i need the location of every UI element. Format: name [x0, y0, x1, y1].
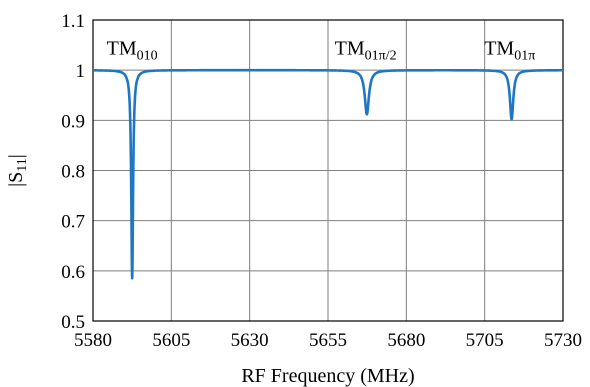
y-tick-label: 0.8: [61, 162, 85, 183]
y-tick-label: 0.9: [61, 111, 85, 132]
grid-lines: [92, 19, 564, 322]
y-axis-title-sub: 11: [15, 158, 30, 171]
mode-label-sub: 01π/2: [365, 49, 397, 64]
mode-label: TM01π/2: [335, 38, 397, 64]
y-tick-label: 1: [76, 61, 86, 82]
y-tick-label: 0.6: [61, 262, 85, 283]
x-tick-label: 5680: [387, 330, 425, 351]
s11-series-line: [92, 68, 564, 280]
mode-label-main: TM: [484, 38, 514, 60]
y-tick-labels: 0.5 0.6 0.7 0.8 0.9 1 1.1: [61, 11, 85, 333]
y-tick-label: 0.5: [61, 312, 85, 333]
x-tick-label: 5580: [74, 330, 112, 351]
mode-annotations: TM010 TM01π/2 TM01π: [107, 38, 536, 64]
x-tick-label: 5655: [309, 330, 347, 351]
y-axis-title: |S11|: [5, 154, 30, 187]
x-tick-label: 5730: [544, 330, 582, 351]
x-tick-label: 5630: [231, 330, 269, 351]
x-tick-label: 5705: [466, 330, 504, 351]
mode-label-main: TM: [335, 38, 365, 60]
x-axis-title: RF Frequency (MHz): [241, 365, 414, 387]
mode-label: TM010: [107, 38, 158, 64]
x-tick-labels: 5580 5605 5630 5655 5680 5705 5730: [74, 330, 582, 351]
mode-label-sub: 010: [137, 49, 158, 64]
y-tick-label: 0.7: [61, 212, 85, 233]
plot-frame: [92, 19, 564, 322]
mode-label: TM01π: [484, 38, 535, 64]
y-axis-title-end: |: [5, 154, 27, 158]
y-tick-label: 1.1: [61, 11, 85, 32]
x-tick-label: 5605: [152, 330, 190, 351]
mode-label-sub: 01π: [514, 49, 535, 64]
mode-label-main: TM: [107, 38, 137, 60]
y-axis-title-main: |S: [5, 172, 27, 187]
